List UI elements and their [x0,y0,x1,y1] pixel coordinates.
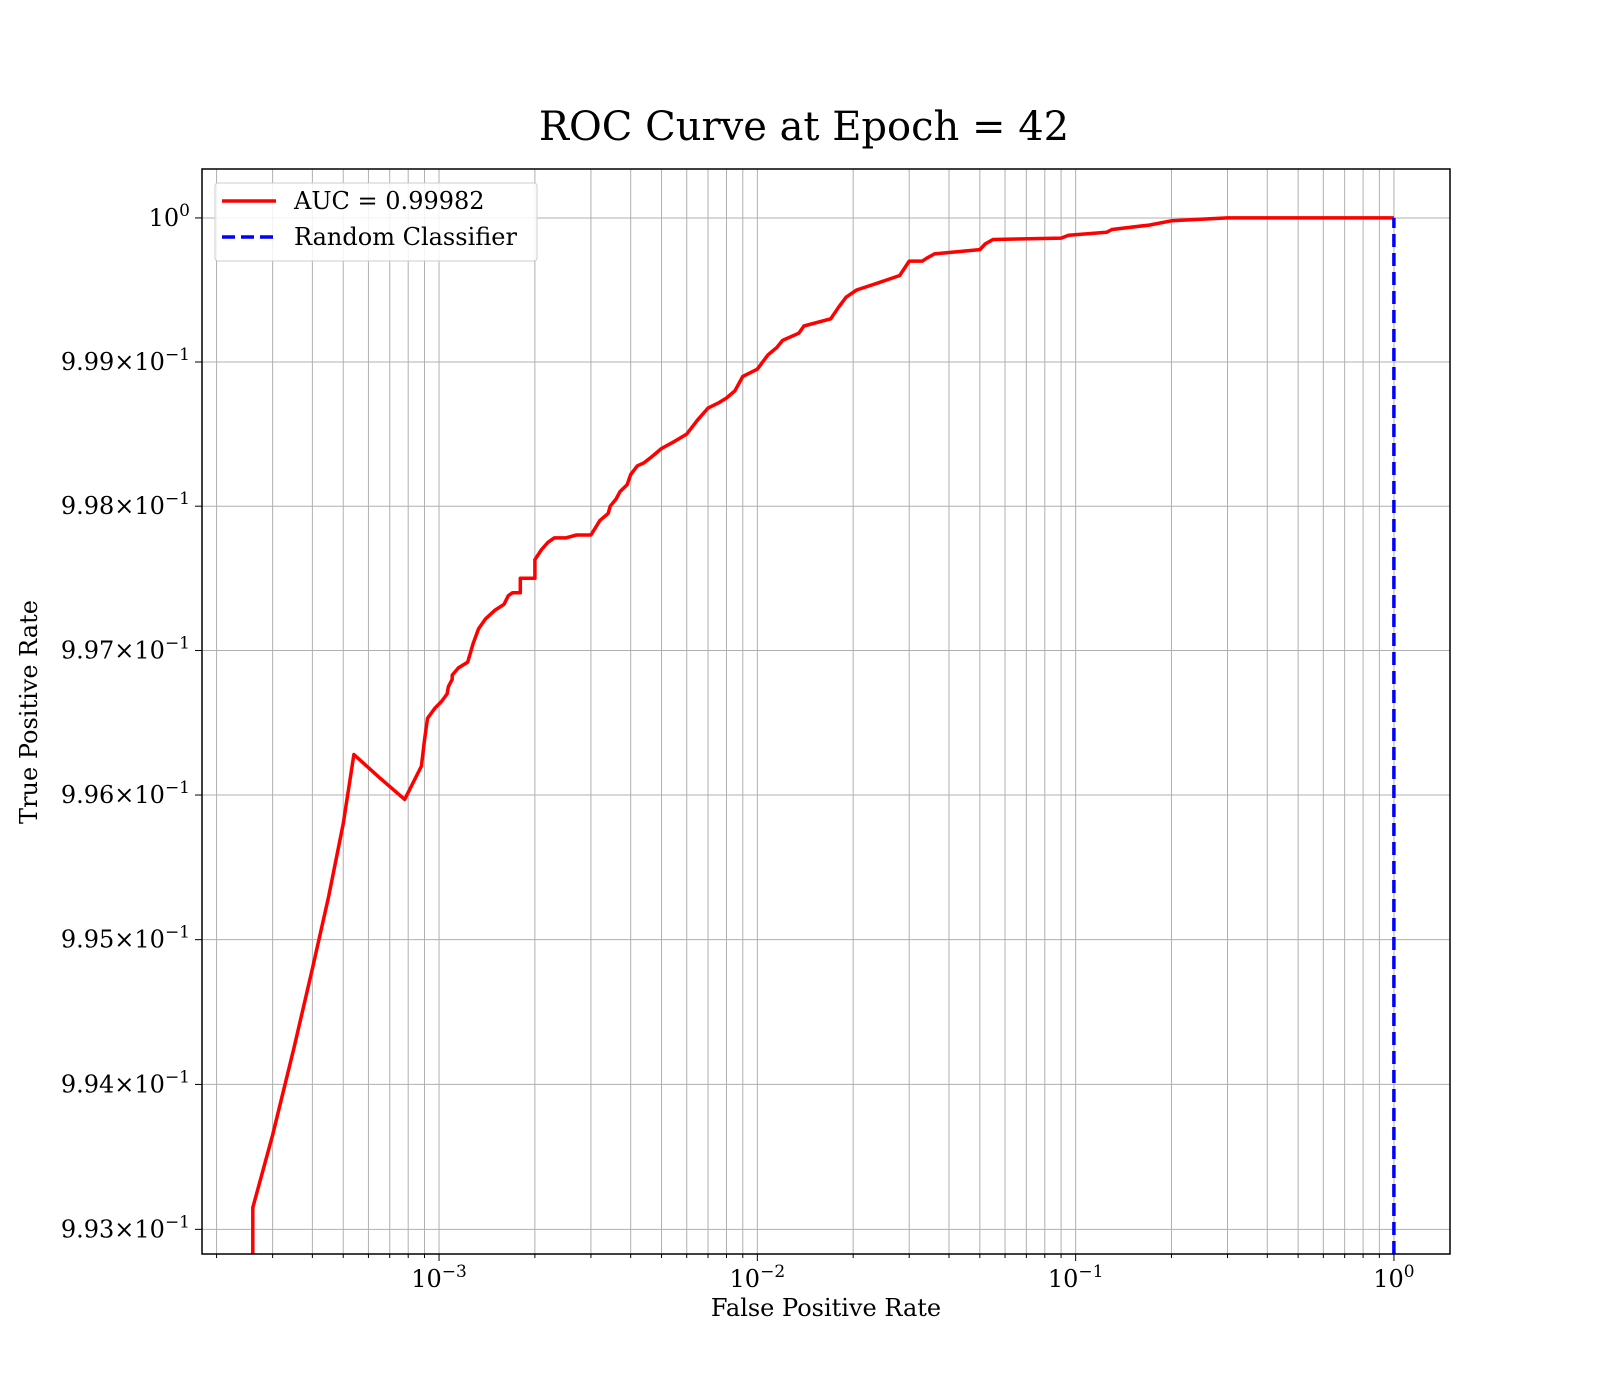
y-tick-label: 100 [149,201,190,232]
axis-ticks: 10−3 10−2 10−1 100 100 9.99×10−1 9.98×10−1 9.97… [61,201,1415,1293]
y-tick-label: 9.96×10−1 [61,778,190,809]
x-tick-label: 10−3 [411,1262,467,1293]
chart-title: ROC Curve at Epoch = 42 [539,104,1069,150]
legend: AUC = 0.99982 Random Classifier [214,182,538,262]
legend-label-random: Random Classifier [294,223,517,251]
x-tick-label: 10−2 [730,1262,786,1293]
y-tick-label: 9.95×10−1 [61,923,190,954]
y-tick-label: 9.98×10−1 [61,489,190,520]
grid [202,169,1450,1254]
y-tick-label: 9.99×10−1 [61,345,190,376]
y-tick-label: 9.97×10−1 [61,634,190,665]
x-tick-label: 100 [1373,1262,1414,1293]
y-axis-label: True Positive Rate [15,600,43,824]
legend-box [214,182,538,262]
y-tick-label: 9.93×10−1 [61,1212,190,1243]
plot-frame [201,168,1451,1255]
y-tick-label: 9.94×10−1 [61,1067,190,1098]
roc-curve-line [251,216,1394,1254]
x-tick-label: 10−1 [1048,1262,1104,1293]
legend-label-auc: AUC = 0.99982 [293,187,485,215]
x-axis-label: False Positive Rate [711,1294,941,1322]
plot-area [251,216,1396,1254]
